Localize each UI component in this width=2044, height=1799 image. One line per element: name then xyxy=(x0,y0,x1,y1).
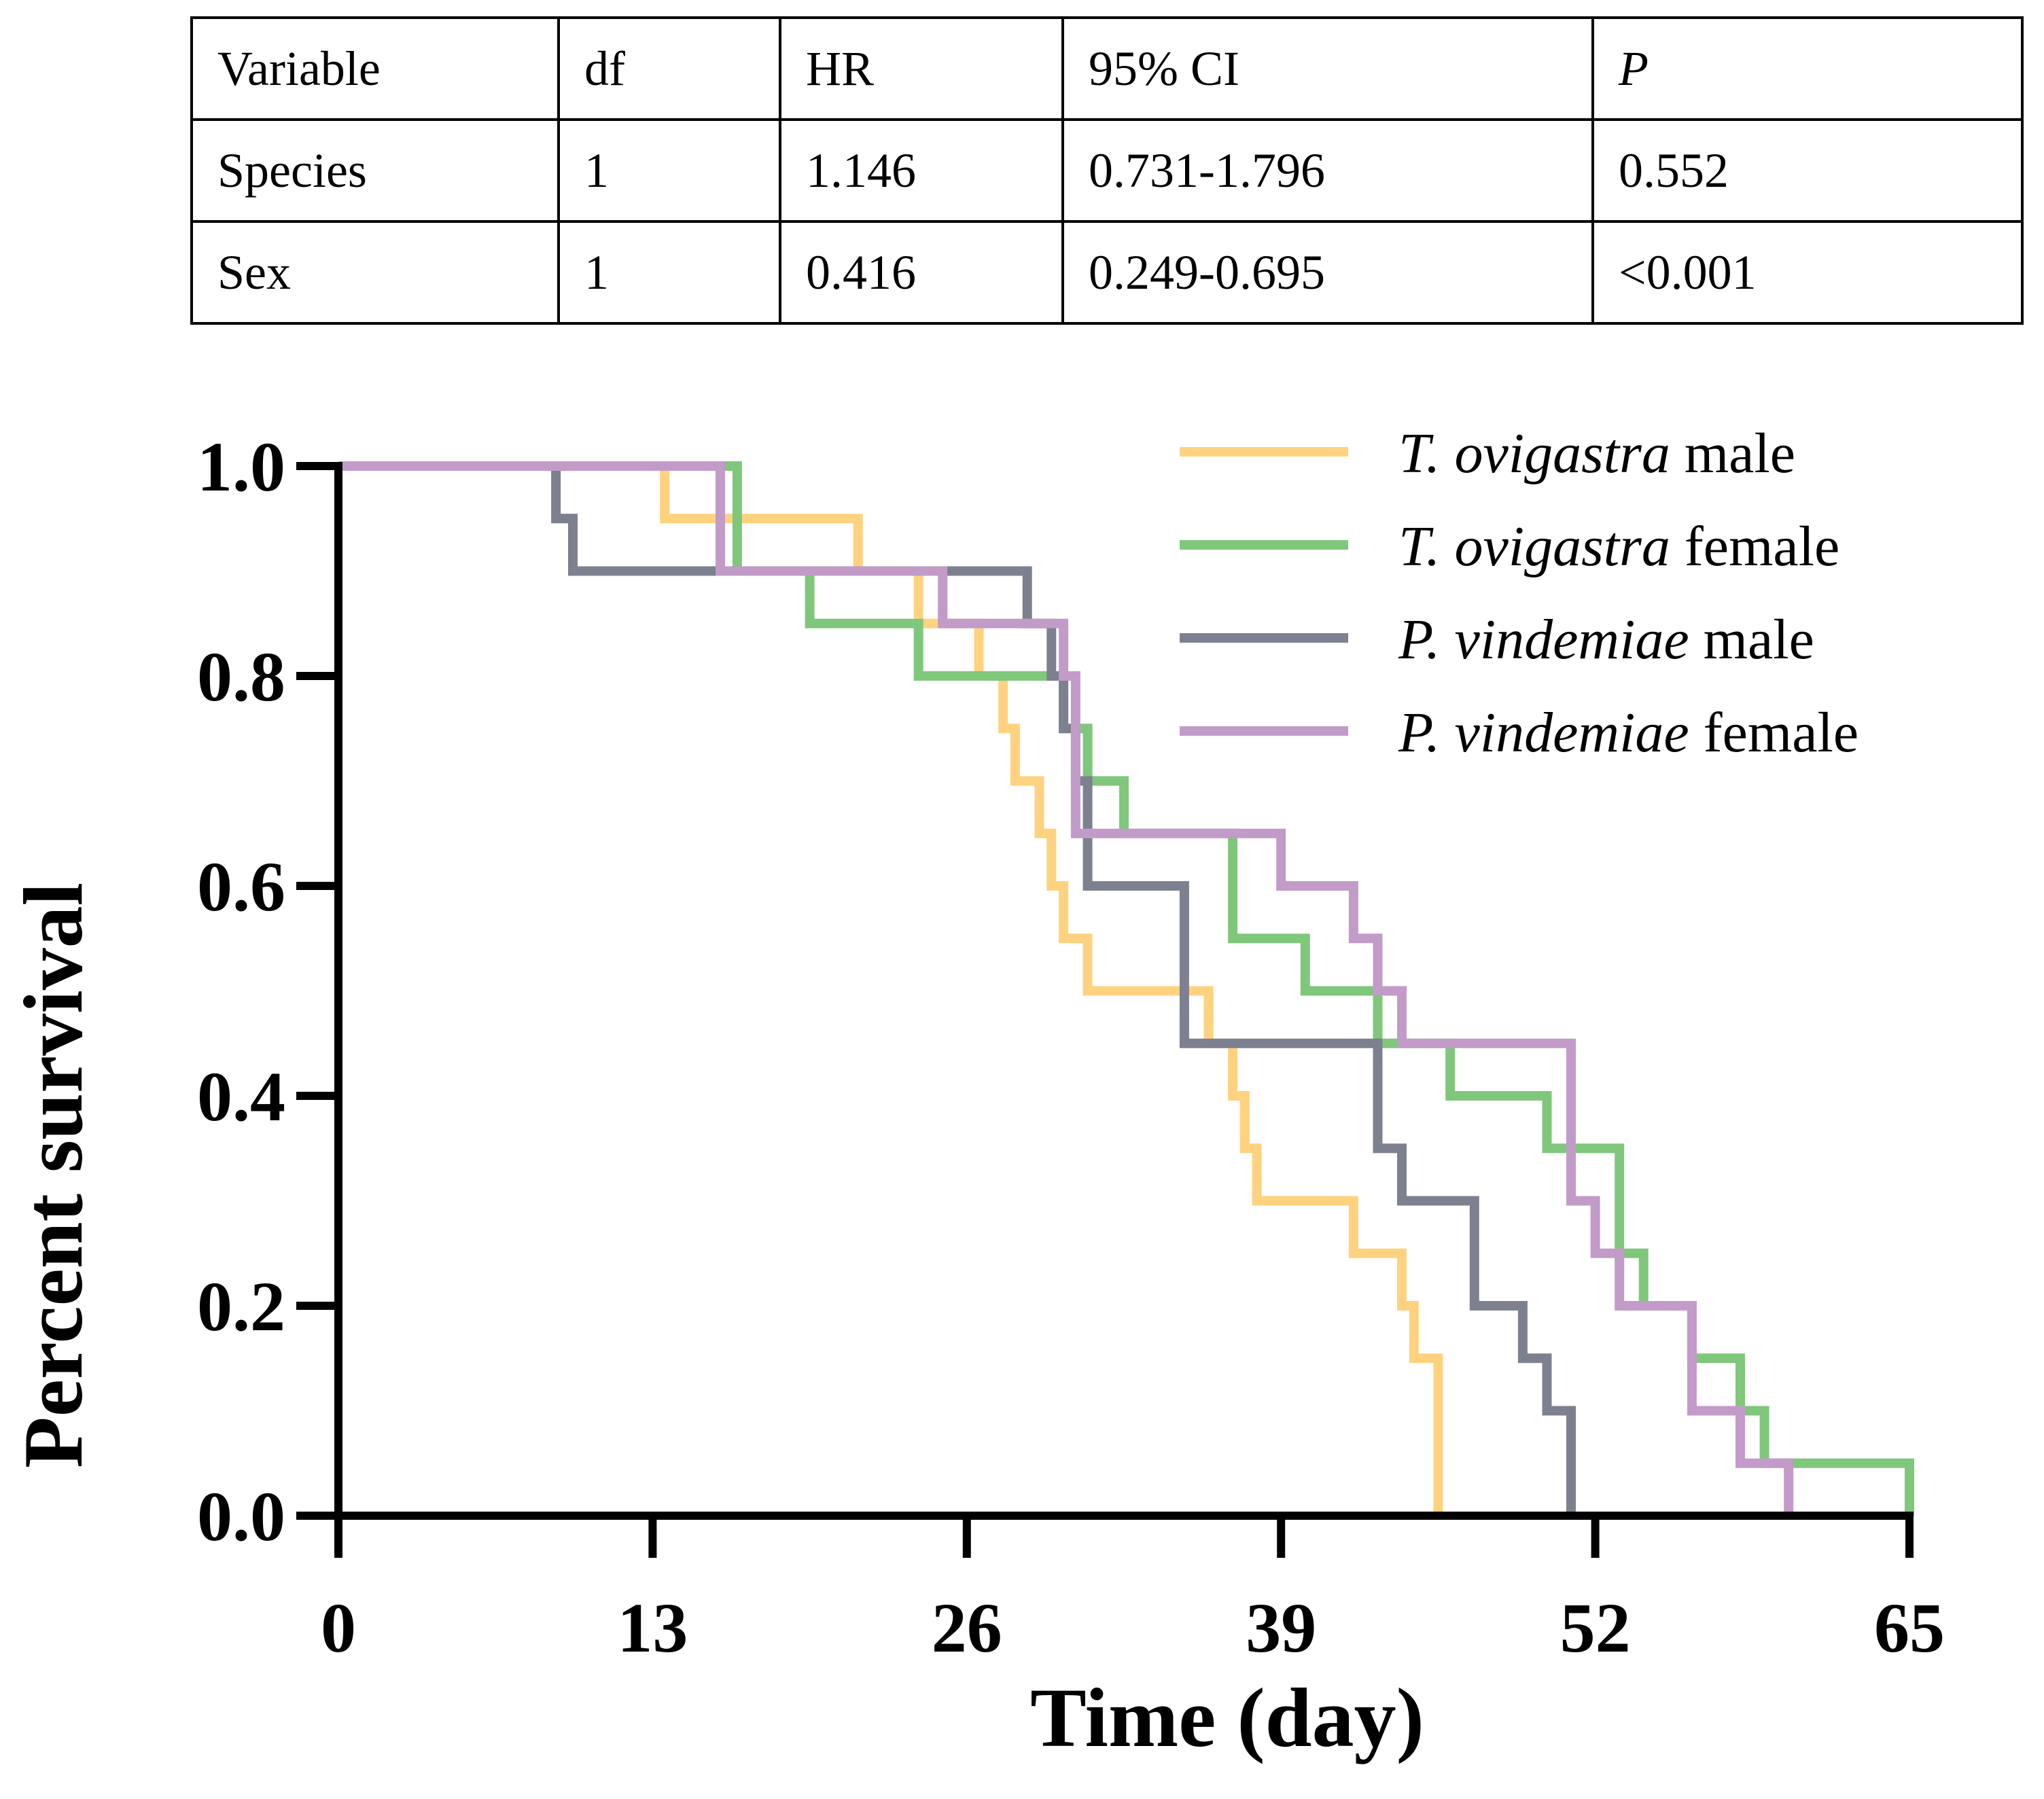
legend-label: T. ovigastra male xyxy=(1398,422,1795,485)
y-tick-label: 0.8 xyxy=(197,638,285,716)
y-tick-label: 0.2 xyxy=(197,1268,285,1346)
legend-label: T. ovigastra female xyxy=(1398,515,1839,578)
y-tick-label: 0.4 xyxy=(197,1058,285,1136)
table-cell: Species xyxy=(190,118,560,223)
table-row: Species 1 1.146 0.731-1.796 0.552 xyxy=(190,118,2024,223)
table-header-cell: df xyxy=(557,16,781,121)
table-header-cell: HR xyxy=(779,16,1064,121)
series-layer xyxy=(338,461,1914,1516)
table-cell: 0.416 xyxy=(779,220,1064,325)
x-tick-label: 65 xyxy=(1874,1589,1945,1667)
x-tick-label: 39 xyxy=(1246,1589,1316,1667)
table-cell: <0.001 xyxy=(1591,220,2024,325)
y-tick-label: 0.6 xyxy=(197,848,285,926)
y-axis-title: Percent survival xyxy=(7,883,100,1468)
stats-table: Variable df HR 95% CI P Species 1 1.146 … xyxy=(190,16,2024,325)
x-tick-label: 52 xyxy=(1560,1589,1631,1667)
table-header-cell: 95% CI xyxy=(1061,16,1594,121)
legend: T. ovigastra male T. ovigastra female P. v… xyxy=(1180,422,1858,764)
table-row: Sex 1 0.416 0.249-0.695 <0.001 xyxy=(190,220,2024,325)
table-cell: 1.146 xyxy=(779,118,1064,223)
x-tick-label: 13 xyxy=(617,1589,688,1667)
table-header-cell: Variable xyxy=(190,16,560,121)
table-cell: 0.249-0.695 xyxy=(1061,220,1594,325)
y-tick-label: 0.0 xyxy=(197,1478,285,1556)
x-tick-label: 26 xyxy=(932,1589,1002,1667)
x-tick-label: 0 xyxy=(321,1589,356,1667)
axes-layer xyxy=(296,462,1914,1558)
series-line xyxy=(338,461,1794,1516)
table-cell: 1 xyxy=(557,220,781,325)
x-axis-title: Time (day) xyxy=(1030,1671,1424,1764)
table-cell: 0.552 xyxy=(1591,118,2024,223)
series-line xyxy=(338,461,1914,1516)
table-header-row: Variable df HR 95% CI P xyxy=(190,16,2024,121)
legend-label: P. vindemiae male xyxy=(1398,608,1814,671)
table-cell: 1 xyxy=(557,118,781,223)
legend-label: P. vindemiae female xyxy=(1398,701,1858,764)
table-header-cell: P xyxy=(1591,16,2024,121)
table-cell: Sex xyxy=(190,220,560,325)
y-tick-label: 1.0 xyxy=(197,428,285,506)
tick-label-layer: 0 13 26 39 52 65 0.0 0.2 0.4 0.6 0.8 1.0 xyxy=(197,428,1945,1667)
table-cell: 0.731-1.796 xyxy=(1061,118,1594,223)
survival-chart: 0 13 26 39 52 65 0.0 0.2 0.4 0.6 0.8 1.0 Time (day)… xyxy=(7,422,1945,1764)
